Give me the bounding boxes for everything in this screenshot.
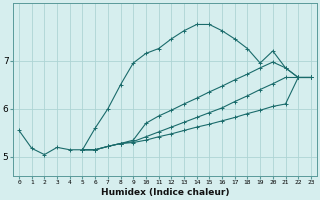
X-axis label: Humidex (Indice chaleur): Humidex (Indice chaleur) (101, 188, 229, 197)
